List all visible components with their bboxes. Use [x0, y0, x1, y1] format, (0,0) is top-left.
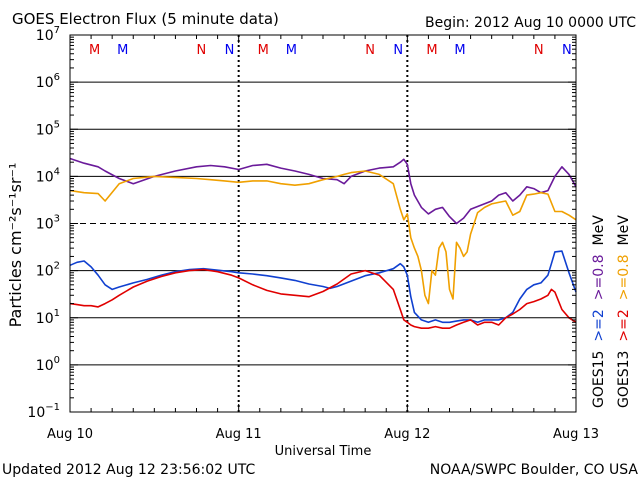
marker-label: N — [365, 43, 375, 58]
x-tick-label: Aug 13 — [553, 427, 599, 442]
chart-title: GOES Electron Flux (5 minute data) — [12, 10, 279, 28]
y-tick-label: 107 — [36, 25, 60, 44]
marker-label: M — [258, 43, 269, 58]
y-tick-label: 103 — [36, 214, 60, 233]
reference-lines — [70, 35, 576, 412]
marker-label: N — [393, 43, 403, 58]
series-line — [69, 170, 577, 305]
legend-entry: MeV — [616, 215, 632, 246]
legend-satellite: GOES13 — [616, 351, 632, 408]
series-line — [69, 157, 577, 225]
series-line — [69, 268, 577, 330]
y-tick-label: 105 — [36, 119, 60, 138]
y-tick-label: 104 — [36, 166, 60, 185]
legend-satellite: GOES15 — [591, 351, 607, 408]
updated-timestamp: Updated 2012 Aug 12 23:56:02 UTC — [2, 462, 255, 478]
marker-label: M — [286, 43, 297, 58]
legend-entry: >=2 — [591, 309, 607, 341]
y-tick-label: 101 — [36, 308, 60, 327]
begin-date: Begin: 2012 Aug 10 0000 UTC — [425, 15, 636, 31]
legend-column: GOES15 >=2 >=0.8 MeV — [591, 215, 607, 408]
x-tick-label: Aug 10 — [47, 427, 93, 442]
legend: GOES15 >=2 >=0.8 MeV GOES13 >=2 >=0.8 MeV — [591, 215, 632, 408]
marker-label: M — [89, 43, 100, 58]
legend-entry: >=0.8 — [616, 254, 632, 300]
x-tick-label: Aug 11 — [216, 427, 262, 442]
credit-text: NOAA/SWPC Boulder, CO USA — [430, 462, 639, 478]
x-axis-label: Universal Time — [275, 444, 372, 459]
series-group — [69, 157, 577, 330]
y-tick-label: 102 — [36, 261, 60, 280]
y-tick-label: 100 — [36, 355, 60, 374]
axes: 10−1 100 101 102 103 104 105 106 107 Aug 10 Aug 11… — [27, 25, 599, 442]
marker-label: N — [534, 43, 544, 58]
y-axis-label: Particles cm⁻²s⁻¹sr⁻¹ — [6, 163, 25, 328]
legend-entry: >=0.8 — [591, 254, 607, 300]
marker-label: N — [197, 43, 207, 58]
x-tick-label: Aug 12 — [384, 427, 430, 442]
y-tick-label: 10−1 — [27, 402, 60, 421]
marker-label: M — [117, 43, 128, 58]
marker-label: N — [225, 43, 235, 58]
legend-entry: >=2 — [616, 309, 632, 341]
y-tick-label: 106 — [36, 72, 60, 91]
marker-label: N — [562, 43, 572, 58]
marker-label: M — [426, 43, 437, 58]
marker-label: M — [454, 43, 465, 58]
series-line — [69, 250, 577, 324]
legend-entry: MeV — [591, 215, 607, 246]
legend-column: GOES13 >=2 >=0.8 MeV — [616, 215, 632, 408]
